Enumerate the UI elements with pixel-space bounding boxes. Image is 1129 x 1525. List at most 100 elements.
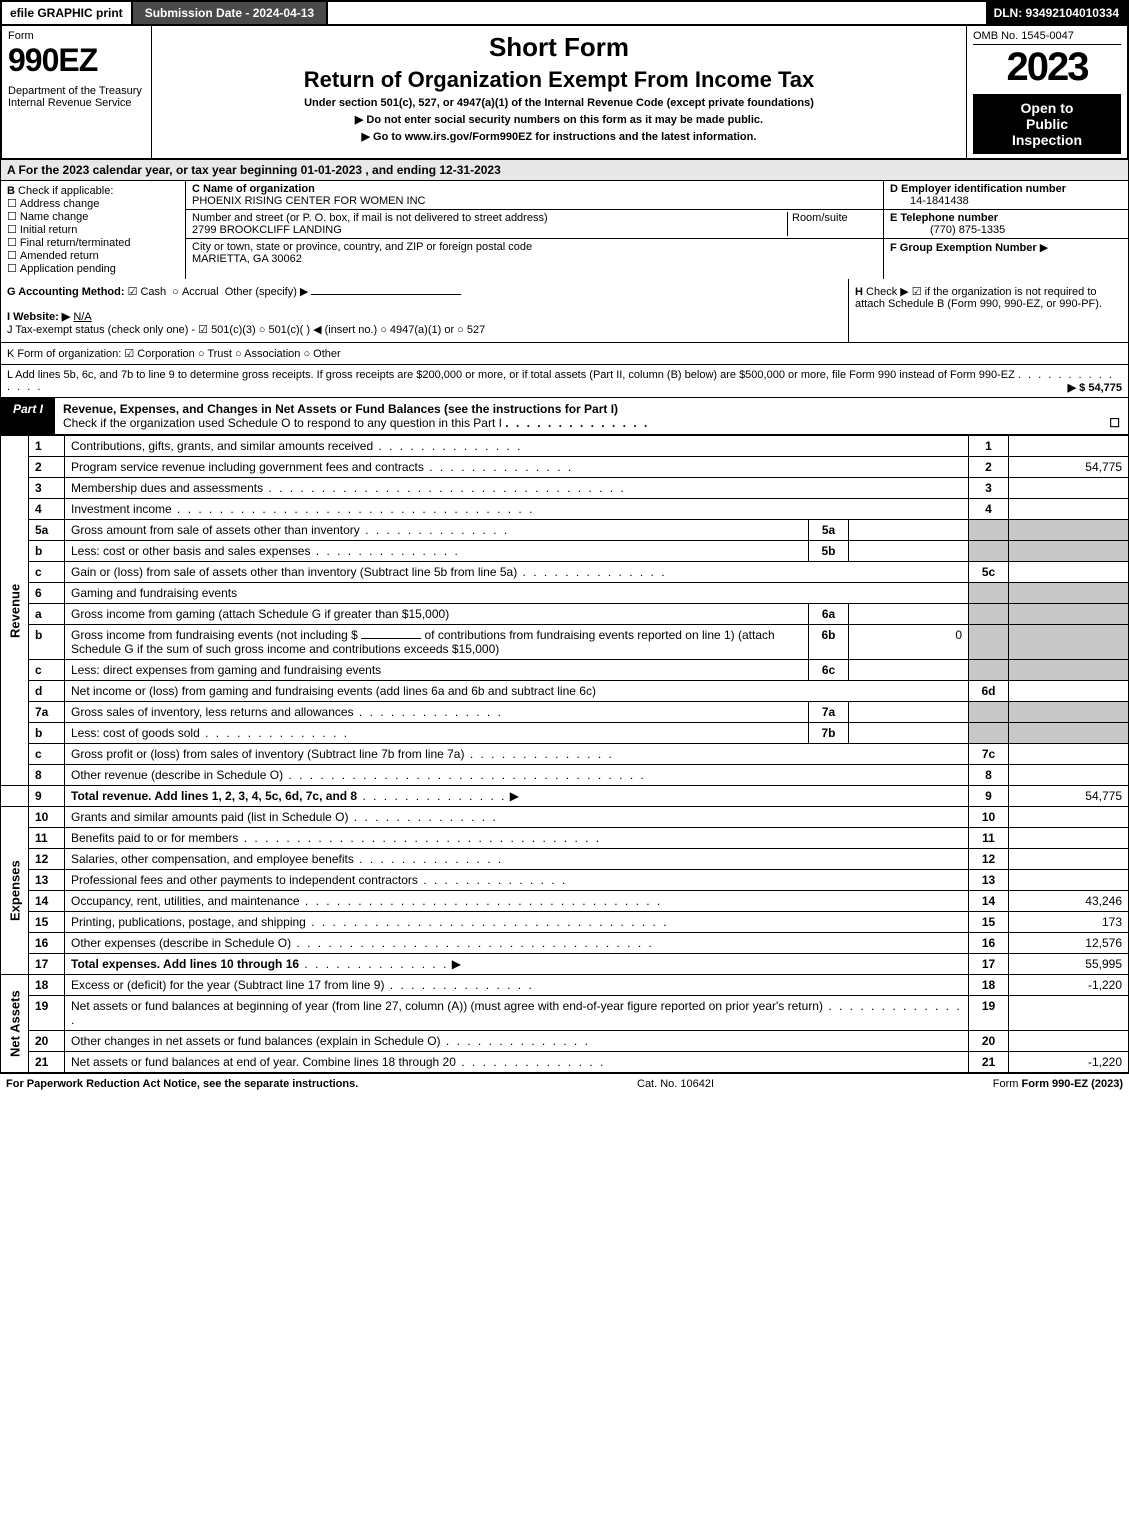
initial-return-checkbox[interactable] — [7, 224, 20, 236]
expenses-side-label: Expenses — [1, 807, 29, 975]
line-11-amount — [1009, 828, 1129, 849]
line-2-num: 2 — [29, 457, 65, 478]
line-3-desc: Membership dues and assessments — [71, 481, 263, 495]
omb-number: OMB No. 1545-0047 — [973, 30, 1121, 45]
cash-checkbox[interactable] — [128, 286, 141, 298]
line-5b-subval — [849, 541, 969, 562]
line-6d-ref: 6d — [969, 681, 1009, 702]
accrual-checkbox[interactable] — [172, 286, 182, 298]
other-specify-label: Other (specify) ▶ — [225, 286, 309, 298]
line-2-desc: Program service revenue including govern… — [71, 460, 424, 474]
line-6c-subval — [849, 660, 969, 681]
header-right: OMB No. 1545-0047 2023 Open to Public In… — [967, 26, 1127, 158]
line-9-desc: Total revenue. Add lines 1, 2, 3, 4, 5c,… — [71, 789, 357, 803]
goto-link-text[interactable]: Go to www.irs.gov/Form990EZ for instruct… — [373, 131, 756, 143]
line-5b-num: b — [29, 541, 65, 562]
dept-treasury: Department of the Treasury — [8, 85, 145, 97]
line-14-desc: Occupancy, rent, utilities, and maintena… — [71, 894, 300, 908]
line-13-amount — [1009, 870, 1129, 891]
line-13-ref: 13 — [969, 870, 1009, 891]
other-specify-input[interactable] — [311, 294, 461, 295]
line-6d-num: d — [29, 681, 65, 702]
line-7c-ref: 7c — [969, 744, 1009, 765]
form-number: 990EZ — [8, 42, 145, 79]
line-7b-grey — [969, 723, 1009, 744]
line-11-num: 11 — [29, 828, 65, 849]
cash-label: Cash — [140, 286, 166, 298]
line-7c-amount — [1009, 744, 1129, 765]
irs-label: Internal Revenue Service — [8, 97, 145, 109]
line-5b-desc: Less: cost or other basis and sales expe… — [71, 544, 310, 558]
form-word: Form — [8, 30, 145, 42]
line-5c-ref: 5c — [969, 562, 1009, 583]
line-7c-desc: Gross profit or (loss) from sales of inv… — [71, 747, 464, 761]
line-16-num: 16 — [29, 933, 65, 954]
paperwork-notice: For Paperwork Reduction Act Notice, see … — [6, 1078, 358, 1090]
line-18-num: 18 — [29, 975, 65, 996]
address-change-label: Address change — [20, 198, 100, 210]
line-3-num: 3 — [29, 478, 65, 499]
line-7b-sub: 7b — [809, 723, 849, 744]
line-3-amount — [1009, 478, 1129, 499]
line-15-ref: 15 — [969, 912, 1009, 933]
line-2-amount: 54,775 — [1009, 457, 1129, 478]
line-12-desc: Salaries, other compensation, and employ… — [71, 852, 354, 866]
city-state-zip: MARIETTA, GA 30062 — [192, 253, 302, 265]
open-line1: Open to — [977, 100, 1117, 116]
efile-print-label[interactable]: efile GRAPHIC print — [2, 2, 133, 24]
line-10-amount — [1009, 807, 1129, 828]
entity-info-grid: B Check if applicable: Address change Na… — [0, 181, 1129, 279]
dln-label: DLN: 93492104010334 — [986, 2, 1127, 24]
form-header: Form 990EZ Department of the Treasury In… — [0, 26, 1129, 160]
line-6-desc: Gaming and fundraising events — [65, 583, 969, 604]
part-1-header: Part I Revenue, Expenses, and Changes in… — [0, 398, 1129, 435]
line-6b-sub: 6b — [809, 625, 849, 660]
l-amount: ▶ $ 54,775 — [1068, 381, 1122, 394]
line-1-amount — [1009, 436, 1129, 457]
line-18-amount: -1,220 — [1009, 975, 1129, 996]
street-label: Number and street (or P. O. box, if mail… — [192, 212, 548, 224]
line-20-desc: Other changes in net assets or fund bala… — [71, 1034, 441, 1048]
part-1-schedule-o-checkbox[interactable]: ☐ — [1109, 416, 1120, 430]
line-6b-num: b — [29, 625, 65, 660]
line-9-ref: 9 — [969, 786, 1009, 807]
final-return-checkbox[interactable] — [7, 237, 20, 249]
amended-return-checkbox[interactable] — [7, 250, 20, 262]
line-7c-num: c — [29, 744, 65, 765]
line-20-amount — [1009, 1031, 1129, 1052]
line-1-ref: 1 — [969, 436, 1009, 457]
line-7a-num: 7a — [29, 702, 65, 723]
form-ref: Form Form 990-EZ (2023) — [993, 1078, 1123, 1090]
line-17-num: 17 — [29, 954, 65, 975]
line-6-grey — [969, 583, 1009, 604]
check-if-applicable: Check if applicable: — [18, 185, 113, 197]
column-right-ids: D Employer identification number 14-1841… — [883, 181, 1128, 279]
line-5b-sub: 5b — [809, 541, 849, 562]
line-5a-desc: Gross amount from sale of assets other t… — [71, 523, 360, 537]
name-change-checkbox[interactable] — [7, 211, 20, 223]
goto-link[interactable]: Go to www.irs.gov/Form990EZ for instruct… — [162, 130, 956, 143]
line-17-desc: Total expenses. Add lines 10 through 16 — [71, 957, 299, 971]
line-5a-grey-amt — [1009, 520, 1129, 541]
line-7b-num: b — [29, 723, 65, 744]
c-name-label: C Name of organization — [192, 183, 315, 195]
line-6b-blank[interactable] — [361, 638, 421, 639]
line-6-num: 6 — [29, 583, 65, 604]
application-pending-checkbox[interactable] — [7, 263, 20, 275]
line-6b-grey-amt — [1009, 625, 1129, 660]
line-9-amount: 54,775 — [1009, 786, 1129, 807]
line-7a-grey-amt — [1009, 702, 1129, 723]
line-6-grey-amt — [1009, 583, 1129, 604]
line-5b-grey-amt — [1009, 541, 1129, 562]
line-5c-desc: Gain or (loss) from sale of assets other… — [71, 565, 517, 579]
line-12-ref: 12 — [969, 849, 1009, 870]
line-6c-sub: 6c — [809, 660, 849, 681]
line-6d-desc: Net income or (loss) from gaming and fun… — [65, 681, 969, 702]
line-2-ref: 2 — [969, 457, 1009, 478]
address-change-checkbox[interactable] — [7, 198, 20, 210]
line-6b-desc1: Gross income from fundraising events (no… — [71, 628, 358, 642]
line-17-ref: 17 — [969, 954, 1009, 975]
line-13-desc: Professional fees and other payments to … — [71, 873, 418, 887]
line-7a-grey — [969, 702, 1009, 723]
h-schedule-b: H Check ▶ ☑ if the organization is not r… — [848, 279, 1128, 342]
